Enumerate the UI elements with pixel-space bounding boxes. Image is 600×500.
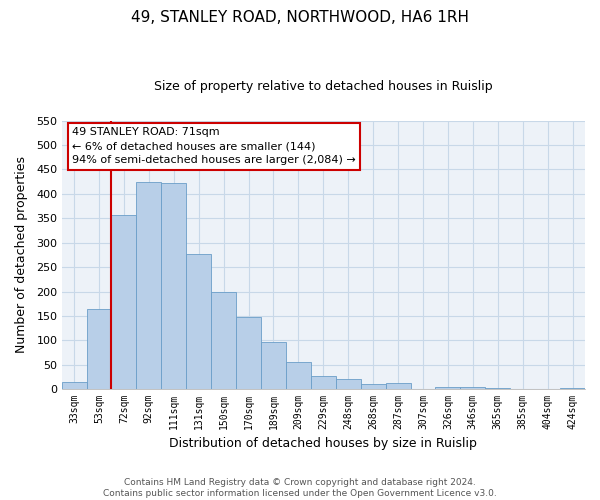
Bar (186, 254, 211, 389)
Bar (161, 182, 186, 389)
X-axis label: Distribution of detached houses by size in Ruislip: Distribution of detached houses by size … (169, 437, 477, 450)
Bar (112, 215, 136, 389)
Bar (261, 342, 286, 389)
Bar (336, 380, 361, 389)
Bar (361, 384, 386, 389)
Text: 49 STANLEY ROAD: 71sqm
← 6% of detached houses are smaller (144)
94% of semi-det: 49 STANLEY ROAD: 71sqm ← 6% of detached … (72, 128, 356, 166)
Bar (286, 362, 311, 389)
Bar (62, 382, 86, 389)
Bar (136, 182, 161, 389)
Bar (485, 388, 510, 389)
Y-axis label: Number of detached properties: Number of detached properties (15, 156, 28, 354)
Text: Contains HM Land Registry data © Crown copyright and database right 2024.
Contai: Contains HM Land Registry data © Crown c… (103, 478, 497, 498)
Bar (211, 292, 236, 389)
Bar (436, 387, 460, 389)
Bar (560, 388, 585, 389)
Title: Size of property relative to detached houses in Ruislip: Size of property relative to detached ho… (154, 80, 493, 93)
Bar (236, 317, 261, 389)
Bar (460, 387, 485, 389)
Bar (86, 308, 112, 389)
Text: 49, STANLEY ROAD, NORTHWOOD, HA6 1RH: 49, STANLEY ROAD, NORTHWOOD, HA6 1RH (131, 10, 469, 25)
Bar (386, 384, 410, 389)
Bar (311, 376, 336, 389)
